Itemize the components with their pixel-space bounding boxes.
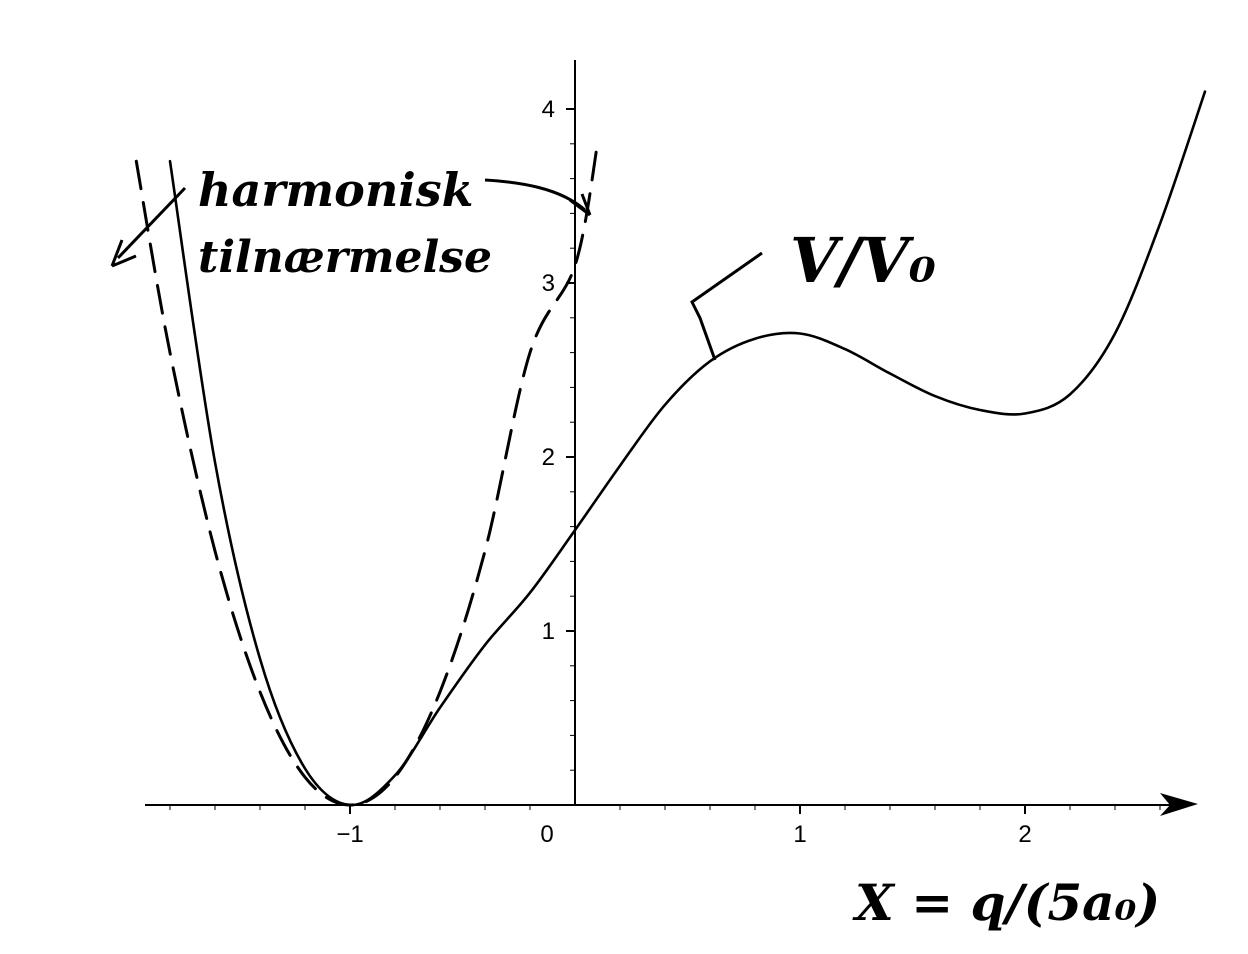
x-tick-label: 1 bbox=[793, 821, 806, 848]
y-tick-label: 3 bbox=[542, 270, 555, 297]
leader-potential bbox=[690, 251, 763, 361]
annotation-harmonic: harmonisk tilnærmelse bbox=[110, 163, 592, 283]
annotation-tilnaermelse: tilnærmelse bbox=[198, 232, 492, 283]
leader-harmonic-right bbox=[484, 178, 586, 212]
y-tick-label: 1 bbox=[542, 618, 555, 645]
annotation-potential: V/V₀ bbox=[690, 224, 936, 361]
x-ticks: −1 0 1 2 bbox=[169, 805, 1161, 848]
arrowhead-harmonic-left-icon bbox=[110, 239, 137, 268]
series-harmonic-curve bbox=[134, 142, 599, 807]
x-tick-label: 0 bbox=[540, 821, 553, 848]
series-layer bbox=[134, 90, 1207, 807]
axes bbox=[145, 60, 1198, 816]
y-ticks: 1 2 3 4 bbox=[542, 96, 575, 771]
y-tick-label: 2 bbox=[542, 444, 555, 471]
y-tick-label: 4 bbox=[542, 96, 555, 123]
x-axis-label: X = q/(5a₀) bbox=[852, 873, 1160, 932]
annotation-harmonisk: harmonisk bbox=[198, 163, 474, 217]
series-potential-curve bbox=[168, 90, 1207, 807]
arrowhead-harmonic-right-icon bbox=[569, 193, 592, 217]
annotation-v-over-v0: V/V₀ bbox=[790, 224, 936, 297]
leader-harmonic-left bbox=[116, 186, 187, 260]
x-axis-arrow-icon bbox=[1160, 793, 1198, 816]
x-tick-label: 2 bbox=[1018, 821, 1031, 848]
x-tick-label: −1 bbox=[336, 821, 363, 848]
